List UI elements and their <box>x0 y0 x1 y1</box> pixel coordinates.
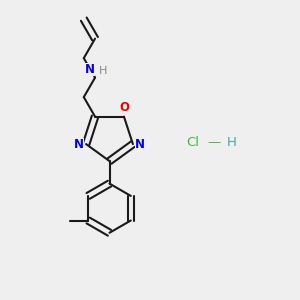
Text: N: N <box>85 63 95 76</box>
Text: Cl: Cl <box>186 136 199 149</box>
Text: —: — <box>207 136 220 149</box>
Text: H: H <box>226 136 236 149</box>
Text: N: N <box>135 138 145 151</box>
Text: O: O <box>119 101 129 114</box>
Text: N: N <box>74 138 84 151</box>
Text: H: H <box>99 66 107 76</box>
